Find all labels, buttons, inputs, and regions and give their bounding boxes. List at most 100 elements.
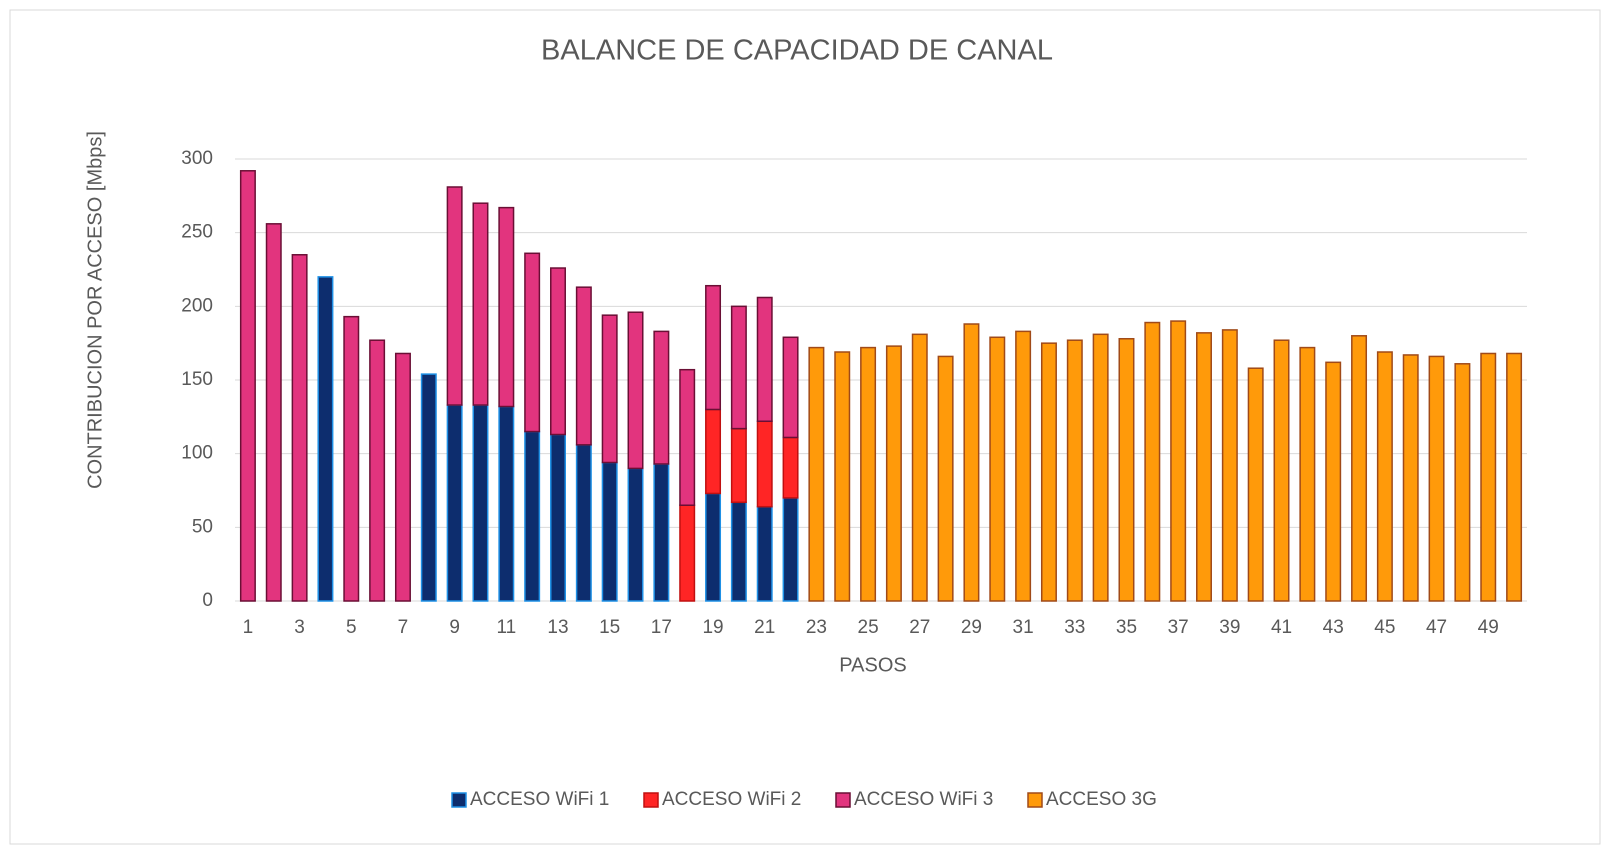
bar-segment xyxy=(782,497,799,602)
y-tick-label: 100 xyxy=(181,443,213,464)
bar-segment xyxy=(1144,321,1161,602)
legend-swatch xyxy=(643,792,659,808)
legend-label: ACCESO WiFi 2 xyxy=(662,789,801,810)
bar-segment xyxy=(705,408,722,495)
x-tick-label: 41 xyxy=(1271,617,1292,638)
bar-segment xyxy=(575,444,592,602)
bar-segment xyxy=(911,333,928,602)
bar-segment xyxy=(1299,346,1316,602)
bar-segment xyxy=(1480,352,1497,602)
x-tick-label: 33 xyxy=(1064,617,1085,638)
bar-segment xyxy=(679,504,696,602)
bar-segment xyxy=(1376,351,1393,602)
x-tick-label: 11 xyxy=(496,617,516,638)
bar-segment xyxy=(498,405,515,602)
legend-label: ACCESO WiFi 3 xyxy=(854,789,993,810)
bar-segment xyxy=(601,461,618,602)
legend-label: ACCESO 3G xyxy=(1046,789,1157,810)
y-axis-label: CONTRIBUCION POR ACCESO [Mbps] xyxy=(84,131,106,489)
bar-segment xyxy=(937,355,954,602)
y-tick-label: 300 xyxy=(181,148,213,169)
bar-segment xyxy=(730,427,747,504)
x-tick-label: 47 xyxy=(1426,617,1447,638)
bar-segment xyxy=(1351,335,1368,602)
x-tick-label: 17 xyxy=(651,617,672,638)
bar-segment xyxy=(885,345,902,602)
bar-segment xyxy=(963,323,980,602)
bar-segment xyxy=(1092,333,1109,602)
bar-segment xyxy=(705,284,722,411)
y-tick-label: 200 xyxy=(181,295,213,316)
x-tick-label: 37 xyxy=(1168,617,1189,638)
bar-segment xyxy=(1273,339,1290,602)
bar-segment xyxy=(575,286,592,446)
legend-label: ACCESO WiFi 1 xyxy=(470,789,609,810)
bar-segment xyxy=(834,351,851,602)
bar-segment xyxy=(860,346,877,602)
bar-segment xyxy=(756,505,773,602)
bar-segment xyxy=(756,420,773,508)
bar-segment xyxy=(730,305,747,430)
y-tick-label: 50 xyxy=(192,516,213,537)
x-tick-label: 7 xyxy=(398,617,409,638)
bar-segment xyxy=(343,315,360,602)
x-tick-label: 35 xyxy=(1116,617,1137,638)
chart-title: BALANCE DE CAPACIDAD DE CANAL xyxy=(541,35,1053,67)
bar-segment xyxy=(472,202,489,406)
x-tick-label: 49 xyxy=(1478,617,1499,638)
x-tick-label: 31 xyxy=(1013,617,1034,638)
bar-segment xyxy=(369,339,386,602)
bar-segment xyxy=(1506,352,1523,602)
legend-swatch xyxy=(1027,792,1043,808)
x-tick-label: 1 xyxy=(243,617,254,638)
bar-segment xyxy=(653,330,670,465)
bar-segment xyxy=(705,492,722,602)
bar-segment xyxy=(1040,342,1057,602)
bar-segment xyxy=(1118,337,1135,602)
bar-segment xyxy=(550,433,566,602)
bar-segment xyxy=(524,430,541,602)
bar-segment xyxy=(601,314,618,464)
bar-segment xyxy=(1221,329,1238,602)
bar-segment xyxy=(420,373,437,602)
bar-segment xyxy=(782,336,799,439)
bar-segment xyxy=(524,252,541,433)
bar-segment xyxy=(782,436,799,499)
bar-segment xyxy=(265,223,282,602)
bar-segment xyxy=(1325,361,1342,602)
legend-swatch xyxy=(835,792,851,808)
bar-segment xyxy=(989,336,1006,602)
bar-segment xyxy=(1066,339,1083,602)
y-tick-label: 250 xyxy=(181,222,213,243)
y-tick-label: 150 xyxy=(181,369,213,390)
bar-segment xyxy=(627,467,644,602)
bar-segment xyxy=(1428,355,1445,602)
bar-segment xyxy=(1196,332,1212,602)
x-tick-label: 3 xyxy=(294,617,305,638)
bar-segment xyxy=(446,404,463,602)
bar-segment xyxy=(446,186,463,406)
x-tick-label: 43 xyxy=(1323,617,1344,638)
x-tick-label: 15 xyxy=(599,617,620,638)
bar-segment xyxy=(498,206,515,408)
x-axis-label: PASOS xyxy=(839,654,906,676)
x-tick-label: 45 xyxy=(1374,617,1395,638)
x-tick-label: 21 xyxy=(754,617,775,638)
bar-segment xyxy=(291,254,308,602)
bar-segment xyxy=(808,346,825,602)
x-tick-label: 19 xyxy=(702,617,723,638)
x-tick-label: 39 xyxy=(1219,617,1240,638)
bar-segment xyxy=(756,296,773,423)
bar-segment xyxy=(239,170,256,602)
legend-swatch xyxy=(451,792,467,808)
bar-segment xyxy=(317,276,334,602)
x-tick-label: 5 xyxy=(346,617,357,638)
bar-segment xyxy=(1402,354,1419,602)
bar-segment xyxy=(679,368,696,506)
x-tick-label: 25 xyxy=(858,617,879,638)
bar-segment xyxy=(1454,363,1471,602)
bar-segment xyxy=(627,311,644,470)
x-tick-label: 23 xyxy=(806,617,827,638)
